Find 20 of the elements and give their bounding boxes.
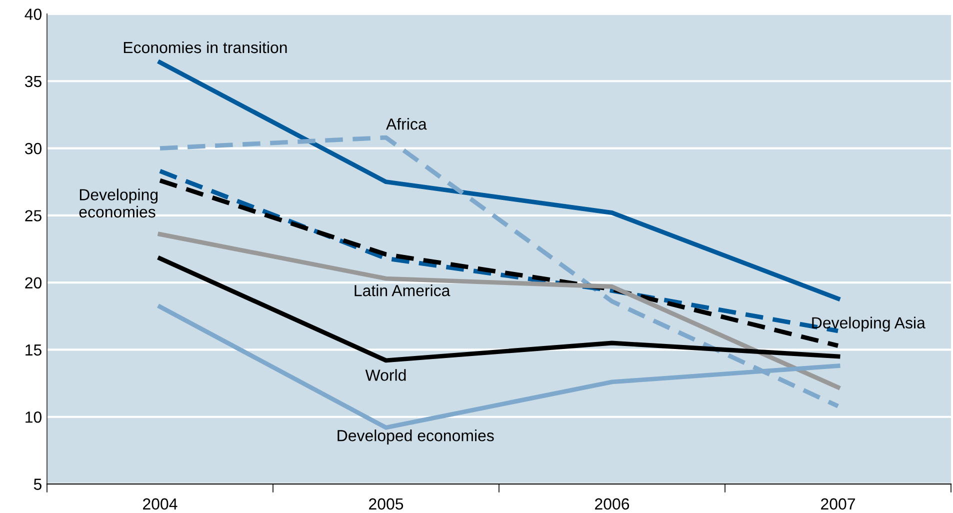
x-tick-label: 2007 [821, 498, 855, 510]
x-tick-label: 2006 [595, 498, 630, 510]
y-tick-label: 25 [25, 210, 42, 222]
y-tick-label: 10 [26, 411, 42, 423]
series-label: Latin America [354, 284, 450, 296]
series-label: Developing Asia [812, 316, 926, 332]
y-tick-label: 35 [24, 76, 42, 88]
y-tick-label: 15 [26, 344, 42, 356]
text: Economies in transition [124, 41, 287, 54]
series-label: Developed economies [338, 430, 494, 444]
series-label: Developing economies [79, 188, 158, 218]
y-tick-label: 5 [34, 478, 42, 490]
y-tick-label: 30 [24, 142, 42, 154]
x-tick-label: 2004 [143, 498, 178, 510]
series-label: Africa [386, 118, 427, 130]
y-tick-label: 20 [25, 277, 42, 289]
y-tick-label: 40 [24, 8, 42, 20]
series-label: World [365, 369, 406, 381]
x-tick-label: 2005 [369, 498, 404, 510]
line-series [158, 60, 840, 301]
